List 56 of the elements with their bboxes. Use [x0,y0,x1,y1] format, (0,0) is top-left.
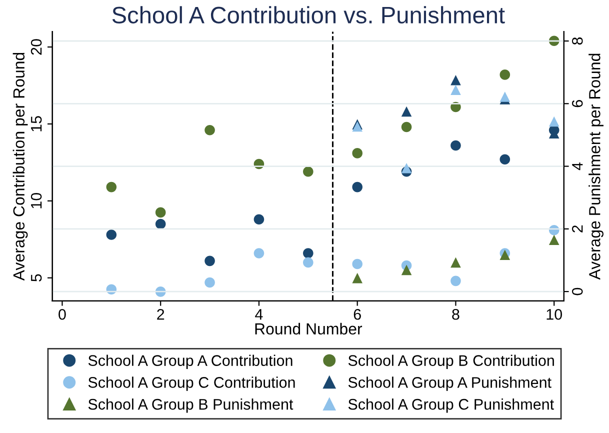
point [352,258,362,270]
point [352,148,362,158]
point [106,182,117,192]
point [254,248,264,258]
y2-tick-label: 2 [572,225,583,232]
point [155,207,166,218]
y2-axis-title: Average Punishment per Round [588,54,604,280]
point [303,248,314,258]
y-tick-label: 5 [31,274,42,282]
point [450,84,461,96]
point [303,257,314,268]
point [352,182,362,192]
point [401,122,412,132]
y-tick-label: 20 [30,39,42,55]
point [450,276,461,286]
x-tick-label: 8 [452,308,460,320]
legend-label: School A Group B Contribution [348,354,554,369]
x-tick-label: 6 [354,308,361,320]
y-tick-label: 10 [30,193,42,208]
point [254,214,264,225]
y2-tick-label: 6 [572,100,583,108]
y2-tick-label: 0 [572,288,583,296]
point [352,121,362,132]
point [401,163,412,174]
point [450,75,461,86]
point [548,234,560,246]
y-axis-title: Average Contribution per Round [12,52,28,281]
point [204,277,215,288]
legend-label: School A Group A Contribution [88,354,292,369]
point [155,218,166,230]
point [352,272,362,284]
point [500,92,510,102]
point [500,70,510,80]
chart-title: School A Contribution vs. Punishment [112,6,505,24]
point [548,116,560,127]
point [450,140,461,151]
y2-tick-label: 4 [572,162,583,170]
y-tick-label: 15 [31,116,42,132]
point [303,166,314,177]
x-tick-label: 2 [157,308,164,320]
point [401,106,412,117]
point [204,124,215,136]
legend-label: School A Group C Contribution [88,376,295,391]
legend-label: School A Group C Punishment [348,398,554,413]
x-tick-label: 4 [255,309,263,320]
x-tick-label: 0 [58,308,66,320]
point [204,256,215,266]
point [500,154,510,164]
legend-label: School A Group B Punishment [88,398,294,413]
legend-label: School A Group A Punishment [348,376,552,391]
x-tick-label: 10 [546,308,562,320]
x-axis-title: Round Number [255,322,362,335]
point [106,230,117,240]
y2-tick-label: 8 [572,37,583,45]
point [401,264,412,276]
point [450,257,461,268]
